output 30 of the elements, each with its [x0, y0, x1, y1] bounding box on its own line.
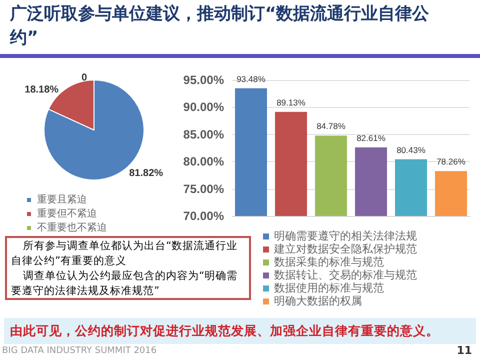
legend-label: 重要且紧迫 — [37, 194, 87, 206]
y-tick-label: 75.00% — [183, 182, 224, 196]
y-tick-label: 80.00% — [183, 154, 224, 169]
legend-label: 明确大数据的权属 — [274, 294, 362, 308]
text: 0 — [81, 72, 87, 84]
data-label: 93.48% — [236, 74, 266, 84]
data-label: 18.18% — [24, 84, 59, 96]
text: 广泛听取参与单位建议，推动制订“数据流通行业自律公约” — [10, 3, 430, 50]
text: 11 — [456, 344, 472, 357]
text: 所有参与调查单位都认为出台“数据流通行业自律公约”有重要的意义 — [11, 239, 238, 269]
legend-label: 不重要也不紧迫 — [37, 222, 107, 234]
legend-label: 建立对数据安全隐私保护规范 — [273, 242, 417, 256]
text: BIG DATA INDUSTRY SUMMIT 2016 — [2, 346, 157, 356]
y-tick-label: 90.00% — [183, 100, 224, 114]
data-label: 78.26% — [436, 156, 466, 167]
data-label: 80.43% — [396, 144, 426, 155]
y-tick-label: 70.00% — [183, 209, 224, 223]
legend-label: 数据使用的标准与规范 — [274, 282, 384, 294]
data-label: 81.82% — [129, 168, 164, 180]
data-label: 82.61% — [356, 132, 386, 143]
legend-label: 数据采集的标准与规范 — [274, 256, 384, 268]
data-label: 89.13% — [276, 97, 306, 108]
legend-label: 明确需要遵守的相关法律法规 — [274, 230, 417, 242]
data-label: 84.78% — [316, 121, 346, 132]
y-tick-label: 95.00% — [183, 73, 224, 87]
text: 调查单位认为公约最应包含的内容为“明确需要遵守的法律法规及标准规范” — [11, 269, 238, 299]
legend-label: 重要但不紧迫 — [37, 208, 97, 220]
y-tick-label: 85.00% — [183, 127, 224, 142]
text: 由此可见，公约的制订对促进行业规范发展、加强企业自律有重要的意义。 — [4, 318, 476, 344]
legend-label: 数据转让、交易的标准与规范 — [274, 268, 417, 282]
